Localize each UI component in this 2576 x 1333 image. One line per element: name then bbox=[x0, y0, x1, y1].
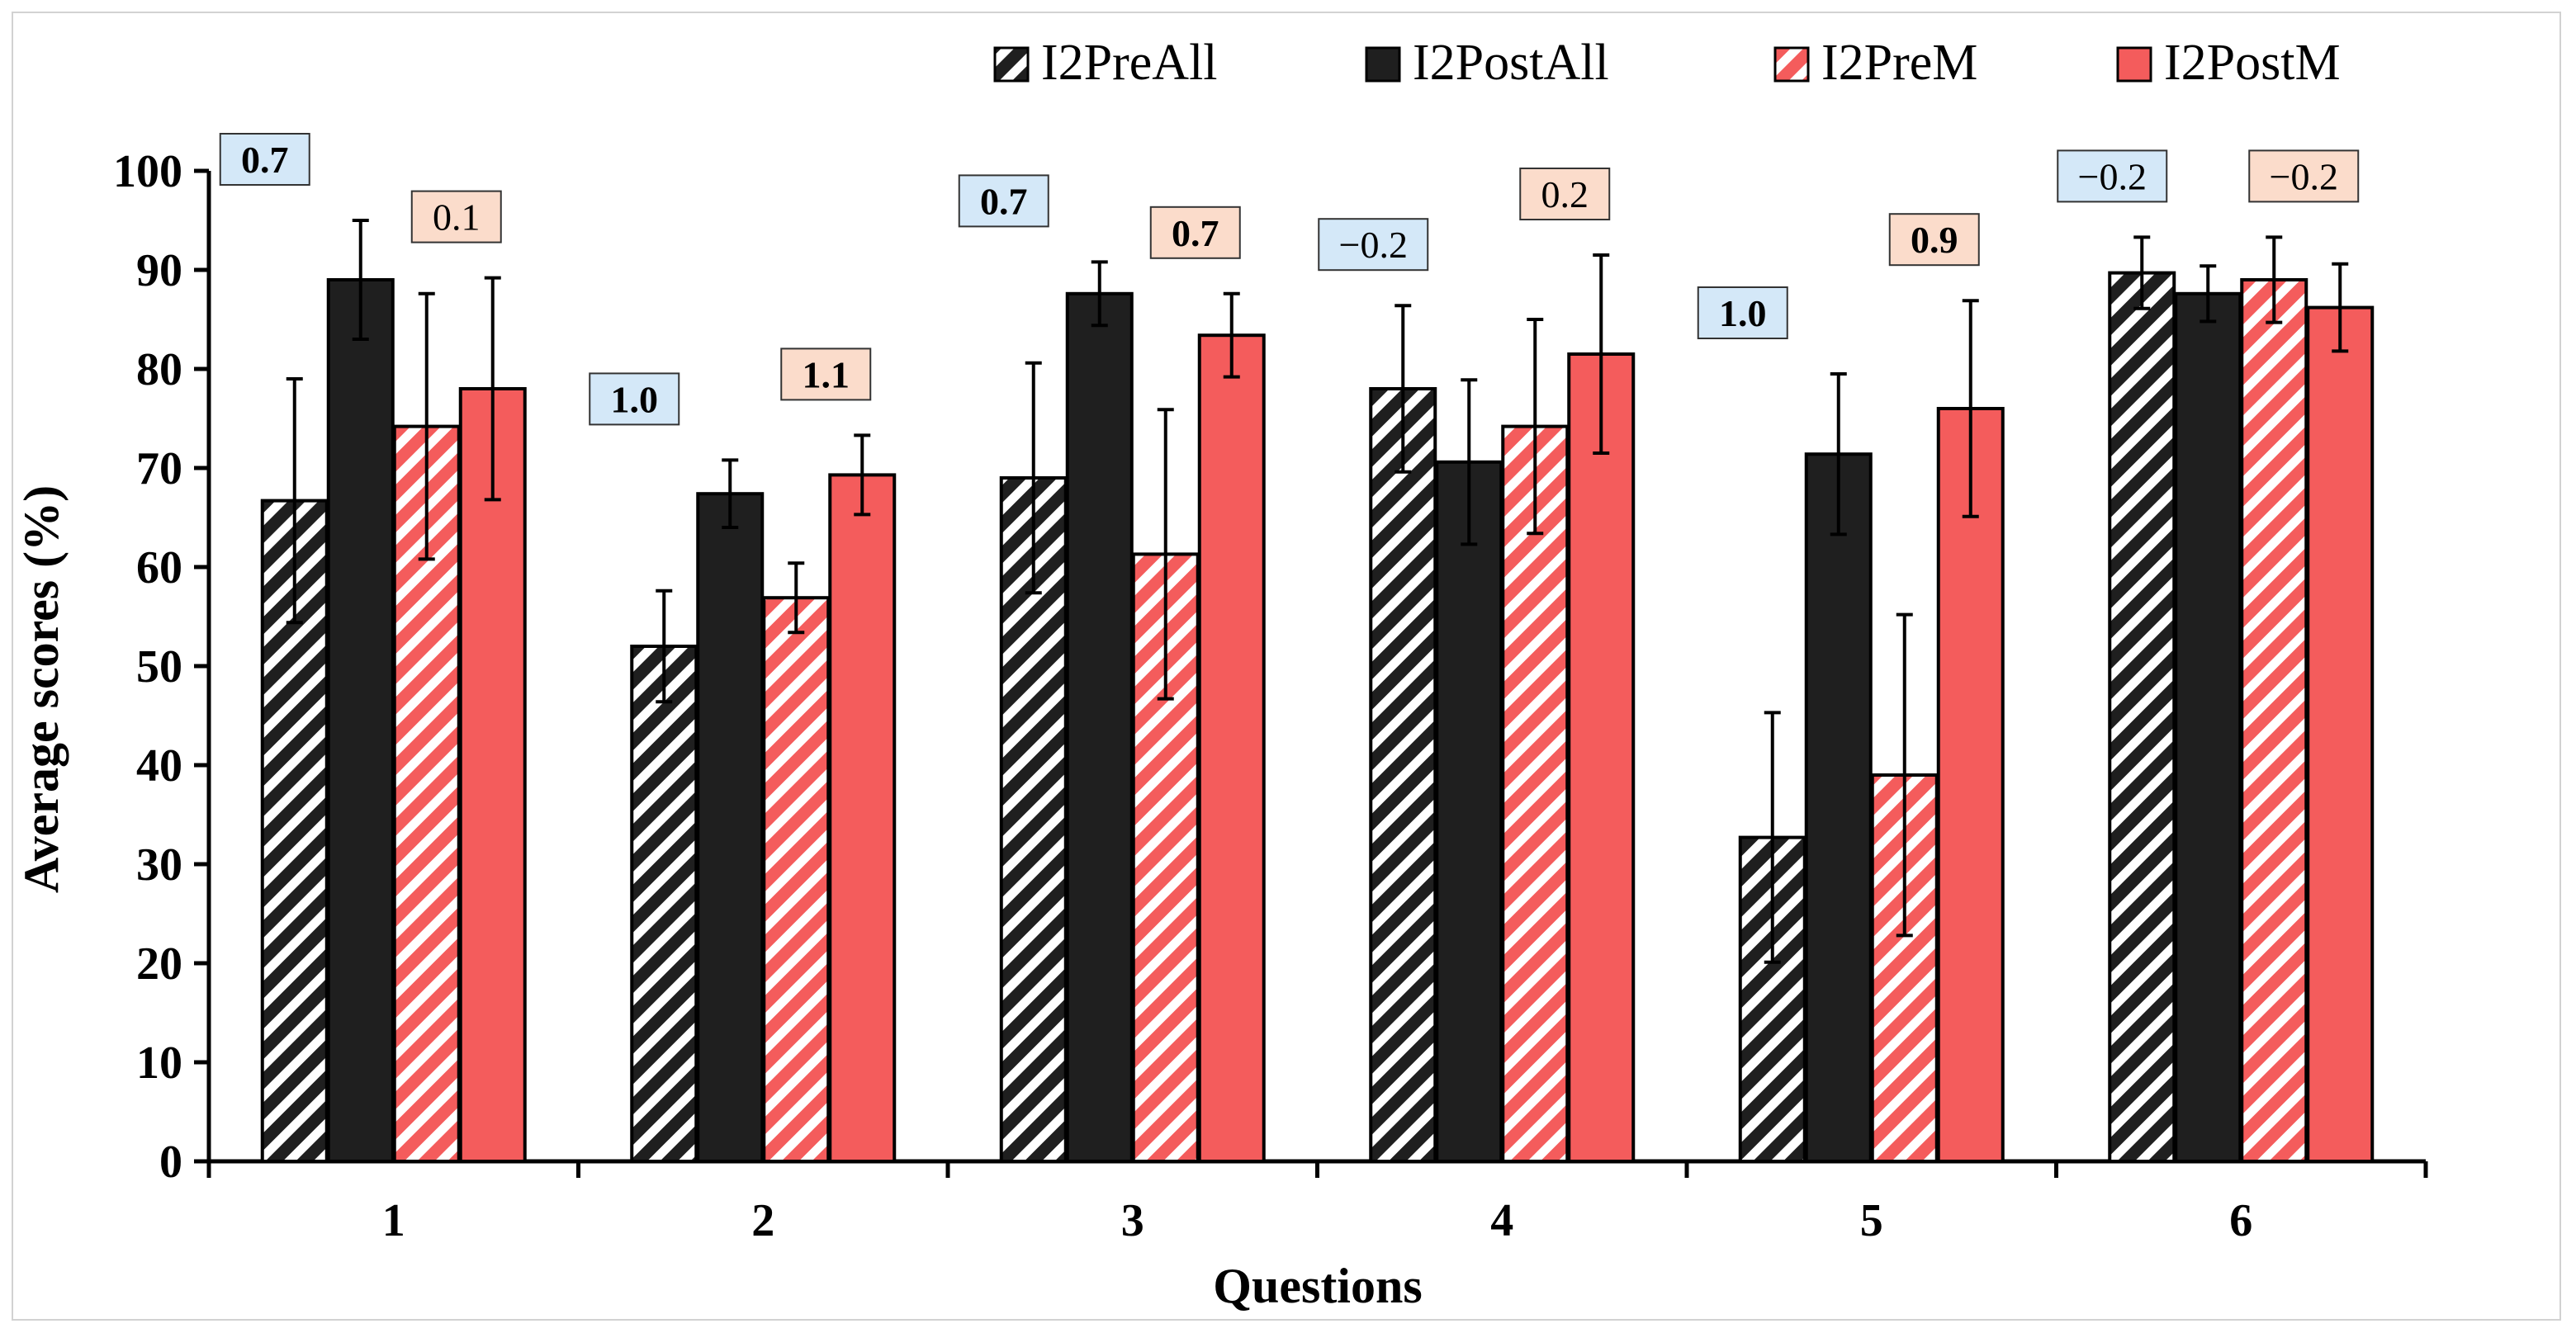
y-tick-label: 90 bbox=[136, 245, 182, 296]
x-tick-label: 5 bbox=[1860, 1195, 1883, 1246]
effect-size-all-q3-box bbox=[958, 174, 1049, 228]
effect-size-m-q2-box bbox=[780, 347, 872, 401]
bar-i2preall-q2 bbox=[630, 645, 698, 1163]
bar-i2postm-q6 bbox=[2306, 305, 2375, 1164]
bar-i2postm-q3 bbox=[1197, 333, 1266, 1163]
y-tick-label: 80 bbox=[136, 344, 182, 395]
effect-size-all-q5-box bbox=[1697, 286, 1788, 339]
y-tick-label: 10 bbox=[136, 1038, 182, 1089]
effect-size-m-q2: 1.1 bbox=[803, 353, 850, 395]
bar-i2postm-q5 bbox=[1936, 407, 2005, 1163]
legend-swatch-i2postall bbox=[1365, 46, 1401, 83]
y-tick-label: 100 bbox=[113, 146, 182, 197]
effect-size-all-q6-box bbox=[2057, 149, 2168, 203]
effect-size-m-q1: 0.1 bbox=[433, 196, 481, 239]
bar-i2postm-q4 bbox=[1567, 352, 1636, 1163]
effect-size-all-q4-box bbox=[1318, 218, 1429, 272]
bar-i2postall-q3 bbox=[1065, 291, 1134, 1163]
bar-i2postall-q5 bbox=[1804, 452, 1873, 1163]
x-tick-label: 2 bbox=[751, 1195, 774, 1246]
x-tick-label: 4 bbox=[1490, 1195, 1513, 1246]
legend-swatch-i2preall bbox=[993, 46, 1030, 83]
bar-i2postall-q6 bbox=[2174, 291, 2242, 1163]
y-tick-label: 70 bbox=[136, 443, 182, 494]
effect-size-m-q3-box bbox=[1149, 206, 1241, 259]
bar-i2preall-q4 bbox=[1369, 387, 1437, 1163]
y-tick-label: 40 bbox=[136, 740, 182, 792]
legend-label-i2postm: I2PostM bbox=[2164, 35, 2341, 91]
bar-i2prem-q6 bbox=[2240, 278, 2308, 1163]
x-axis-title: Questions bbox=[1213, 1259, 1422, 1313]
y-tick-label: 20 bbox=[136, 938, 182, 990]
y-axis-title: Average scores (%) bbox=[14, 485, 69, 893]
legend-swatch-i2prem bbox=[1773, 46, 1810, 83]
effect-size-m-q5-box bbox=[1888, 213, 1980, 267]
chart-frame bbox=[12, 12, 2561, 1321]
legend-swatch-i2postm bbox=[2116, 46, 2152, 83]
effect-size-m-q5: 0.9 bbox=[1911, 219, 1958, 261]
bar-i2postm-q1 bbox=[458, 387, 527, 1163]
effect-size-m-q3: 0.7 bbox=[1172, 212, 1219, 254]
effect-size-all-q2-box bbox=[589, 372, 680, 426]
effect-size-m-q4-box bbox=[1519, 168, 1611, 220]
effect-size-m-q6: −0.2 bbox=[2270, 155, 2338, 197]
bar-i2postm-q2 bbox=[828, 473, 897, 1163]
x-tick-label: 6 bbox=[2229, 1195, 2252, 1246]
y-tick-label: 50 bbox=[136, 641, 182, 692]
effect-size-all-q3: 0.7 bbox=[980, 180, 1028, 222]
effect-size-m-q1-box bbox=[410, 190, 502, 243]
effect-size-all-q1-box bbox=[219, 133, 310, 186]
effect-size-all-q1: 0.7 bbox=[241, 139, 289, 181]
y-tick-label: 0 bbox=[159, 1137, 182, 1188]
x-tick-label: 3 bbox=[1121, 1195, 1144, 1246]
effect-size-all-q4: −0.2 bbox=[1339, 224, 1408, 266]
bar-i2postall-q2 bbox=[696, 492, 765, 1163]
effect-size-all-q6: −0.2 bbox=[2078, 155, 2147, 197]
bar-i2postall-q4 bbox=[1435, 460, 1503, 1163]
bar-i2prem-q2 bbox=[762, 596, 831, 1163]
legend-label-i2preall: I2PreAll bbox=[1041, 35, 1218, 91]
effect-size-m-q6-box bbox=[2248, 149, 2360, 203]
legend-label-i2postall: I2PostAll bbox=[1413, 35, 1609, 91]
legend-label-i2prem: I2PreM bbox=[1821, 35, 1977, 91]
bar-i2postall-q1 bbox=[326, 278, 395, 1163]
effect-size-all-q2: 1.0 bbox=[611, 378, 659, 420]
effect-size-all-q5: 1.0 bbox=[1719, 292, 1767, 334]
y-tick-label: 30 bbox=[136, 839, 182, 891]
bar-i2prem-q4 bbox=[1501, 424, 1570, 1163]
y-tick-label: 60 bbox=[136, 542, 182, 593]
x-tick-label: 1 bbox=[382, 1195, 405, 1246]
bar-i2preall-q6 bbox=[2108, 271, 2176, 1164]
effect-size-m-q4: 0.2 bbox=[1541, 173, 1589, 215]
